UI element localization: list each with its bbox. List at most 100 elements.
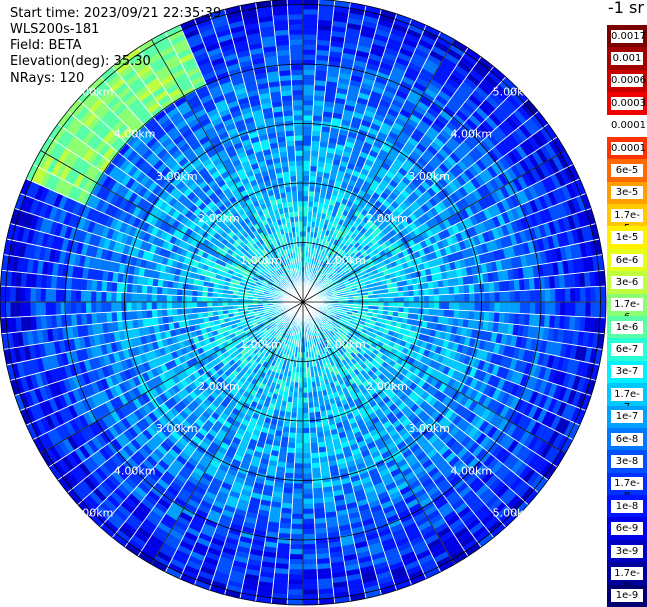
- ppi-cell: [468, 310, 475, 321]
- ppi-cell: [311, 130, 322, 137]
- ppi-cell: [423, 308, 430, 316]
- ppi-cell: [478, 311, 485, 322]
- ppi-cell: [302, 175, 310, 182]
- ppi-cell: [580, 301, 586, 317]
- ppi-cell: [473, 283, 480, 294]
- ppi-cell: [484, 292, 491, 303]
- ppi-cell: [302, 24, 318, 30]
- ppi-cell: [311, 457, 321, 464]
- ppi-cell: [312, 120, 323, 127]
- ppi-cell: [302, 165, 311, 172]
- ppi-cell: [302, 518, 315, 525]
- ppi-cell: [488, 311, 495, 323]
- ppi-cell: [459, 293, 465, 303]
- ppi-cell: [509, 301, 516, 314]
- ppi-cell: [555, 288, 561, 303]
- ppi-cell: [549, 288, 556, 303]
- ppi-cell: [295, 427, 304, 434]
- ppi-cell: [575, 301, 581, 317]
- ppi-cell: [302, 69, 316, 76]
- ppi-cell: [570, 301, 576, 317]
- ppi-cell: [423, 288, 430, 296]
- ppi-cell: [524, 301, 531, 315]
- ppi-cell: [444, 301, 450, 310]
- ppi-cell: [580, 287, 586, 303]
- ppi-cell: [423, 301, 430, 309]
- ppi-cell: [443, 309, 450, 318]
- ppi-cell: [282, 487, 294, 494]
- ppi-cell: [454, 301, 460, 311]
- ppi-cell: [311, 125, 322, 132]
- ppi-cell: [514, 290, 521, 303]
- ppi-cell: [585, 301, 591, 318]
- ppi-cell: [403, 301, 410, 308]
- ppi-cell: [493, 281, 500, 293]
- ppi-cell: [289, 548, 304, 555]
- ppi-cell: [600, 301, 607, 319]
- ppi-cell: [302, 216, 308, 222]
- ppi-cell: [302, 170, 311, 177]
- ppi-cell: [302, 29, 318, 35]
- ppi-cell: [459, 301, 465, 311]
- ppi-cell: [288, 564, 304, 570]
- ppi-cell: [469, 301, 475, 312]
- ppi-cell: [289, 427, 297, 434]
- ppi-cell: [302, 74, 316, 81]
- ppi-cell: [288, 569, 304, 575]
- ppi-cell: [288, 574, 304, 580]
- ppi-cell: [285, 462, 295, 469]
- ppi-cell: [309, 175, 317, 182]
- ppi-cell: [302, 488, 314, 495]
- ppi-cell: [302, 448, 312, 454]
- ppi-cell: [388, 301, 395, 307]
- ppi-cell: [479, 292, 485, 303]
- ppi-cell: [498, 312, 505, 324]
- ppi-cell: [565, 287, 571, 303]
- ppi-cell: [302, 543, 317, 550]
- ppi-cell: [544, 288, 551, 303]
- ppi-cell: [302, 463, 312, 469]
- ppi-cell: [302, 533, 316, 540]
- ppi-cell: [283, 477, 294, 484]
- ppi-cell: [524, 289, 531, 303]
- ppi-cell: [311, 140, 321, 147]
- ppi-cell: [302, 210, 308, 217]
- ppi-cell: [302, 120, 313, 126]
- ppi-cell: [302, 64, 316, 71]
- ppi-cell: [309, 170, 317, 177]
- ppi-cell: [302, 140, 312, 146]
- ppi-cell: [468, 283, 475, 294]
- ppi-cell: [590, 286, 597, 303]
- ppi-cell: [458, 310, 465, 320]
- ppi-cell: [284, 467, 295, 474]
- ppi-cell: [310, 452, 320, 459]
- ppi-cell: [295, 438, 304, 444]
- ppi-cell: [388, 297, 395, 303]
- ppi-cell: [291, 407, 298, 414]
- ppi-cell: [313, 100, 325, 107]
- ppi-cell: [408, 307, 415, 314]
- ppi-cell: [291, 518, 304, 525]
- ppi-cell: [302, 185, 310, 192]
- ppi-cell: [302, 508, 315, 515]
- ppi-cell: [302, 205, 309, 212]
- ppi-cell: [309, 437, 318, 444]
- ppi-cell: [560, 301, 566, 316]
- ppi-cell: [449, 301, 455, 311]
- ppi-cell: [408, 301, 415, 308]
- ppi-cell: [478, 282, 485, 293]
- ppi-cell: [383, 301, 390, 307]
- ppi-cell: [292, 488, 304, 495]
- ppi-cell: [504, 301, 511, 313]
- ppi-cell: [292, 498, 304, 505]
- ppi-cell: [464, 301, 470, 311]
- ppi-cell: [302, 574, 318, 580]
- ppi-cell: [297, 402, 304, 409]
- ppi-cell: [297, 397, 304, 404]
- ppi-cell: [438, 308, 445, 317]
- ppi-cell: [529, 301, 536, 315]
- ppi-cell: [403, 296, 410, 303]
- ppi-cell: [423, 295, 430, 303]
- ppi-cell: [311, 135, 321, 142]
- ppi-cell: [302, 89, 315, 96]
